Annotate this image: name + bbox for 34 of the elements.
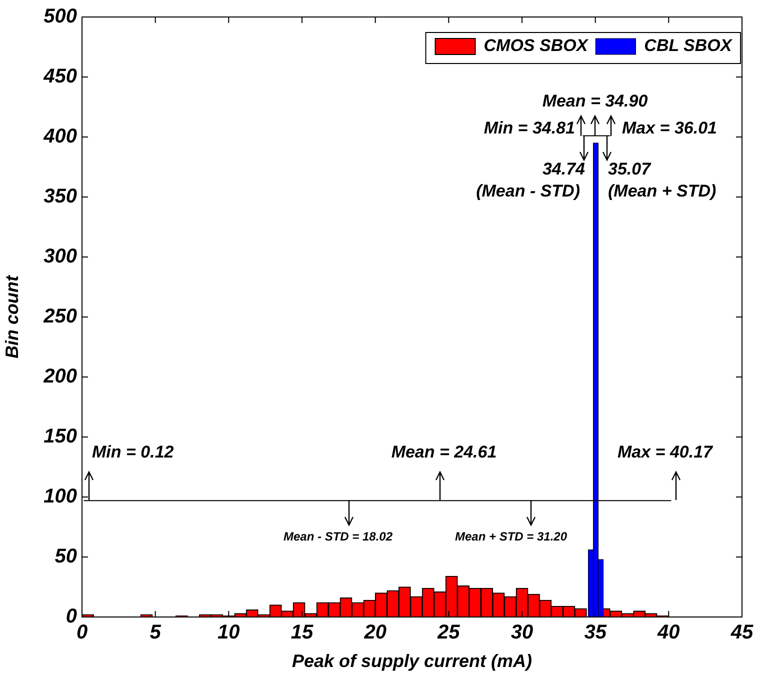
annotation: Mean = 34.90 xyxy=(542,92,648,111)
y-tick-label: 350 xyxy=(44,186,77,208)
y-tick-label: 50 xyxy=(54,546,77,568)
y-tick-label: 250 xyxy=(42,306,77,328)
x-tick-label: 45 xyxy=(730,622,754,644)
y-tick-label: 0 xyxy=(66,606,77,628)
annotation: Min = 0.12 xyxy=(92,442,174,462)
annotation: Max = 36.01 xyxy=(622,118,717,138)
x-tick-label: 5 xyxy=(150,622,162,644)
y-tick-label: 100 xyxy=(44,486,77,508)
x-tick-label: 10 xyxy=(218,622,240,644)
annotation: 34.74 (Mean - STD) xyxy=(476,160,586,201)
y-tick-label: 500 xyxy=(44,6,77,28)
annotation: Max = 40.17 xyxy=(618,442,714,462)
annotation: Mean - STD = 18.02 xyxy=(283,529,393,544)
annotation: Min = 34.81 xyxy=(484,118,575,138)
legend-label: CBL SBOX xyxy=(644,36,734,56)
legend-label: CMOS SBOX xyxy=(484,36,590,56)
y-tick-label: 200 xyxy=(42,366,77,388)
x-tick-label: 15 xyxy=(290,622,314,644)
y-axis-title: Bin count xyxy=(2,274,22,358)
annotation: Mean = 24.61 xyxy=(391,442,497,462)
y-tick-label: 400 xyxy=(42,126,77,148)
annotation: Mean + STD = 31.20 xyxy=(454,529,568,544)
x-tick-label: 20 xyxy=(363,622,386,644)
x-tick-label: 35 xyxy=(584,622,608,644)
x-tick-label: 25 xyxy=(436,622,461,644)
x-tick-label: 40 xyxy=(656,622,680,644)
x-tick-label: 30 xyxy=(510,622,534,644)
y-tick-label: 150 xyxy=(44,426,77,448)
y-tick-label: 300 xyxy=(44,246,77,268)
annotation: 35.07 (Mean + STD) xyxy=(608,160,716,201)
y-tick-label: 450 xyxy=(42,66,77,88)
x-axis-title: Peak of supply current (mA) xyxy=(292,651,532,672)
